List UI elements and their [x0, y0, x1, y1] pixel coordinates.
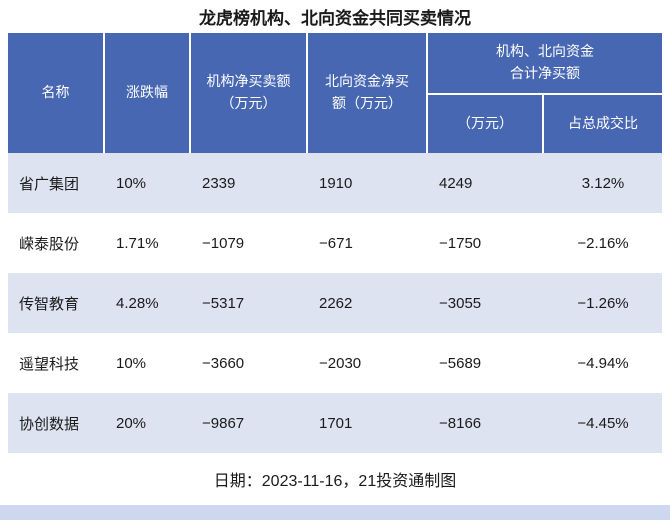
cell-turnover-ratio: −2.16%	[577, 234, 629, 252]
cell-northbound-net: −671	[319, 234, 353, 252]
cell-stock-name: 传智教育	[19, 295, 80, 313]
cell-combined-net: −8166	[439, 414, 482, 432]
cell-combined-net: −5689	[439, 354, 482, 372]
table-footer-note: 日期：2023-11-16，21投资通制图	[8, 453, 662, 505]
table-row: 省广集团 10% 2339 1910 4249 3.12%	[8, 153, 662, 213]
table-row: 遥望科技 10% −3660 −2030 −5689 −4.94%	[8, 333, 662, 393]
bottom-decoration-bar	[0, 505, 670, 520]
cell-institution-net: −1079	[202, 234, 245, 252]
table-row: 协创数据 20% −9867 1701 −8166 −4.45%	[8, 393, 662, 453]
cell-institution-net: 2339	[202, 174, 236, 192]
col-header-institution-net: 机构净买卖额 （万元）	[191, 33, 306, 153]
col-header-name: 名称	[8, 33, 103, 153]
data-table: 名称 涨跌幅 机构净买卖额 （万元） 北向资金净买 额（万元） 机构、北向资金 …	[8, 33, 662, 505]
cell-institution-net: −5317	[202, 294, 245, 312]
cell-change-pct: 4.28%	[116, 294, 159, 312]
table-row: 传智教育 4.28% −5317 2262 −3055 −1.26%	[8, 273, 662, 333]
cell-turnover-ratio: 3.12%	[581, 174, 625, 192]
cell-turnover-ratio: −4.94%	[577, 354, 629, 372]
cell-northbound-net: −2030	[319, 354, 362, 372]
table-header: 名称 涨跌幅 机构净买卖额 （万元） 北向资金净买 额（万元） 机构、北向资金 …	[8, 33, 662, 153]
col-header-turnover-ratio: 占总成交比	[544, 95, 662, 153]
cell-combined-net: −3055	[439, 294, 482, 312]
col-header-combined-amount: （万元）	[428, 95, 542, 153]
cell-stock-name: 省广集团	[19, 175, 80, 193]
cell-turnover-ratio: −1.26%	[577, 294, 629, 312]
cell-turnover-ratio: −4.45%	[577, 414, 629, 432]
page-title: 龙虎榜机构、北向资金共同买卖情况	[199, 9, 471, 28]
cell-institution-net: −3660	[202, 354, 245, 372]
cell-northbound-net: 1701	[319, 414, 353, 432]
cell-change-pct: 1.71%	[116, 234, 159, 252]
table-row: 嵘泰股份 1.71% −1079 −671 −1750 −2.16%	[8, 213, 662, 273]
cell-combined-net: 4249	[439, 174, 473, 192]
col-header-change: 涨跌幅	[105, 33, 189, 153]
cell-combined-net: −1750	[439, 234, 482, 252]
cell-change-pct: 10%	[116, 354, 147, 372]
cell-change-pct: 10%	[116, 174, 147, 192]
cell-institution-net: −9867	[202, 414, 245, 432]
cell-change-pct: 20%	[116, 414, 147, 432]
cell-stock-name: 协创数据	[19, 415, 80, 433]
cell-stock-name: 嵘泰股份	[19, 235, 80, 253]
col-header-combined-group: 机构、北向资金 合计净买额	[428, 33, 662, 93]
cell-northbound-net: 1910	[319, 174, 353, 192]
cell-stock-name: 遥望科技	[19, 355, 80, 373]
col-header-northbound-net: 北向资金净买 额（万元）	[308, 33, 426, 153]
cell-northbound-net: 2262	[319, 294, 353, 312]
